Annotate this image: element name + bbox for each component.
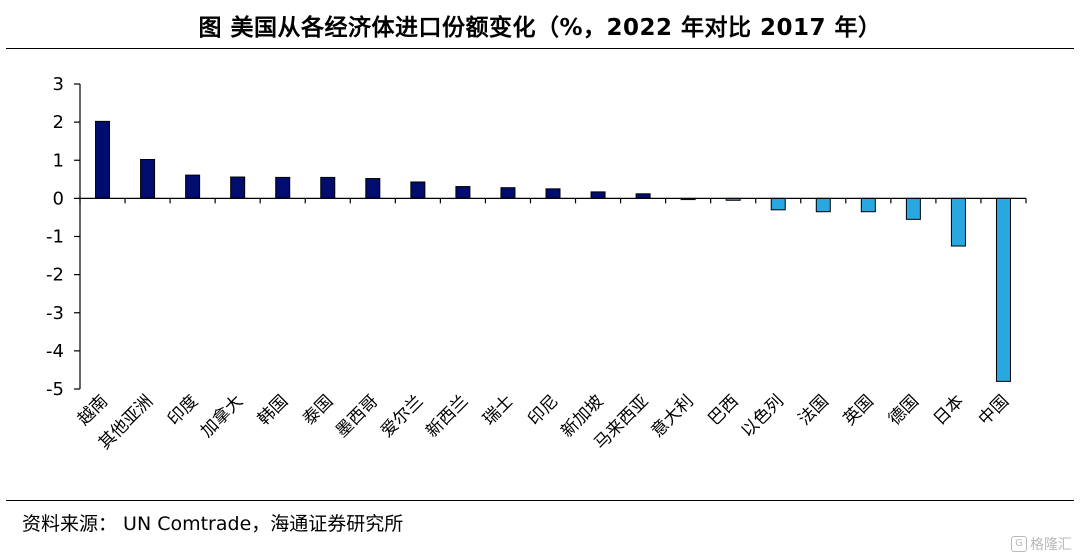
category-label: 印尼 (524, 391, 562, 429)
category-label: 以色列 (738, 391, 788, 441)
y-tick-label: 1 (53, 150, 64, 171)
bar-2 (185, 174, 201, 199)
watermark-text: 格隆汇 (1030, 537, 1072, 553)
bar-20 (995, 197, 1011, 382)
category-label: 新西兰 (422, 391, 472, 441)
bar-15 (770, 197, 786, 211)
category-label: 意大利 (647, 391, 697, 441)
bar-11 (590, 191, 606, 199)
bars (95, 120, 1011, 382)
category-label: 爱尔兰 (377, 391, 427, 441)
category-label: 中国 (975, 391, 1013, 429)
y-tick-label: -4 (46, 341, 64, 362)
y-tick-label: -5 (46, 379, 64, 400)
watermark: G 格隆汇 (1011, 534, 1072, 554)
bar-10 (545, 188, 561, 199)
bar-6 (365, 178, 381, 199)
bar-17 (860, 197, 876, 213)
category-label: 英国 (840, 391, 878, 429)
bar-19 (950, 197, 966, 247)
category-label: 德国 (885, 391, 923, 429)
y-tick-label: -2 (46, 265, 64, 286)
bar-12 (635, 193, 651, 199)
y-tick-label: 3 (53, 74, 64, 95)
y-axis: 3 2 1 0 -1 -2 -3 -4 -5 (46, 74, 81, 400)
bar-1 (140, 158, 156, 199)
bar-4 (275, 176, 291, 199)
source-note: 资料来源： UN Comtrade，海通证券研究所 (22, 513, 404, 535)
category-label: 巴西 (705, 391, 743, 429)
category-label: 墨西哥 (332, 391, 382, 441)
category-label: 法国 (795, 391, 833, 429)
category-label: 日本 (930, 391, 968, 429)
bar-18 (905, 197, 921, 220)
bar-16 (815, 197, 831, 213)
bar-5 (320, 176, 336, 199)
y-tick-label: 2 (53, 112, 64, 133)
chart-title: 图 美国从各经济体进口份额变化（%，2022 年对比 2017 年） (198, 15, 882, 41)
watermark-logo-icon: G (1011, 536, 1027, 552)
category-label: 印度 (164, 391, 202, 429)
category-label: 越南 (74, 391, 112, 429)
bar-7 (410, 181, 426, 199)
y-tick-label: -3 (46, 303, 64, 324)
y-tick-label: -1 (46, 227, 64, 248)
y-tick-label: 0 (53, 188, 64, 209)
x-axis (79, 197, 1027, 204)
bar-3 (230, 176, 246, 199)
title-divider (6, 48, 1074, 49)
bar-9 (500, 187, 516, 199)
footer-divider (6, 500, 1074, 501)
bar-0 (95, 120, 111, 199)
category-label: 韩国 (254, 391, 292, 429)
category-label: 加拿大 (196, 391, 247, 442)
category-label: 瑞士 (479, 391, 517, 429)
category-label: 泰国 (299, 391, 337, 429)
bar-chart: 3 2 1 0 -1 -2 -3 -4 -5 越南其他亚洲 印度加拿大 韩国 泰国墨西哥爱尔兰新西兰瑞… (46, 74, 1027, 454)
bar-8 (455, 186, 471, 199)
